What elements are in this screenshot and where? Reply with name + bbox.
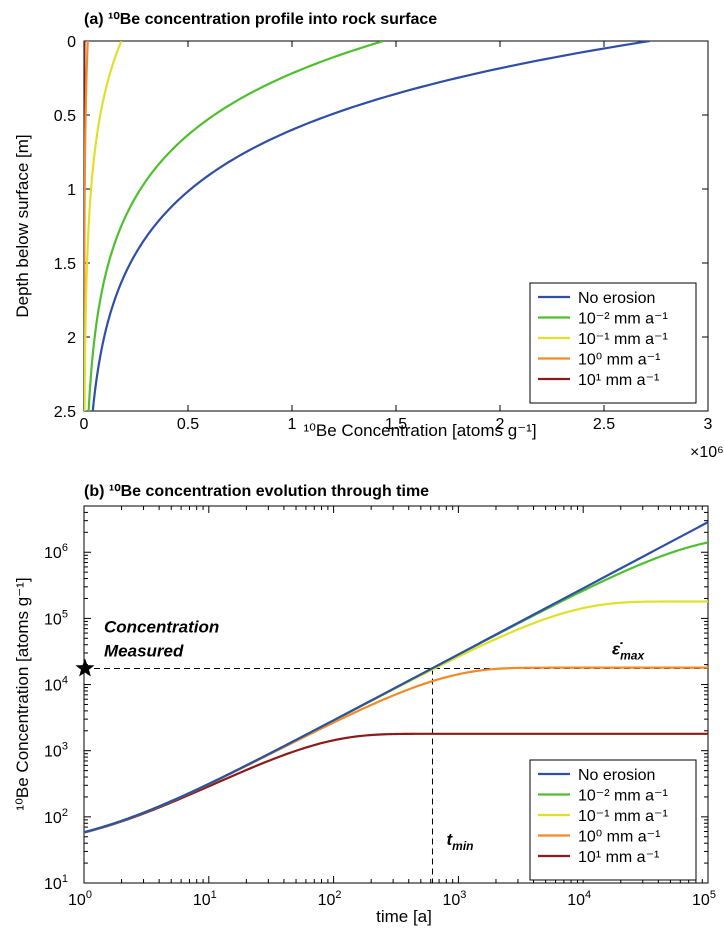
panel-a-ylabel: Depth below surface [m]: [13, 134, 32, 317]
panel-b-legend-label-10-mm-a: 10⁰ mm a⁻¹: [578, 829, 660, 846]
panel-b-ytick-label: 105: [44, 608, 68, 628]
panel-a-ytick-label: 2.5: [54, 404, 76, 421]
panel-a-ytick-label: 1: [67, 182, 76, 199]
panel-a-ytick-label: 0.5: [54, 108, 76, 125]
measured-label-line1: Concentration: [104, 617, 219, 636]
panel-b-title: (b) ¹⁰Be concentration evolution through…: [84, 483, 429, 500]
panel-b-ylabel: ¹⁰Be Concentration [atoms g⁻¹]: [13, 577, 32, 810]
panel-b-legend-label-10-mm-a: 10⁻² mm a⁻¹: [578, 788, 668, 805]
panel-b-xtick-label: 105: [692, 889, 716, 909]
panel-b-xtick-label: 102: [318, 889, 342, 909]
panel-b-xtick-label: 101: [193, 889, 217, 909]
panel-a-ytick-label: 1.5: [54, 256, 76, 273]
panel-b-xtick-label: 100: [68, 889, 92, 909]
panel-a-series-no-erosion: [91, 41, 650, 411]
panel-b-ytick-label: 102: [44, 807, 68, 827]
panel-a-legend-label-10-mm-a: 10⁰ mm a⁻¹: [578, 352, 660, 369]
panel-a-series-10-mm-a: [87, 41, 384, 411]
panel-a-x-multiplier: ×10⁶: [690, 444, 724, 461]
panel-a-title: (a) ¹⁰Be concentration profile into rock…: [84, 11, 437, 28]
panel-a-xtick-label: 3: [704, 416, 713, 433]
panel-a-legend-label-10-mm-a: 10⁻² mm a⁻¹: [578, 311, 668, 328]
panel-a-xtick-label: 0: [80, 416, 89, 433]
panel-a-xtick-label: 2.5: [593, 416, 615, 433]
measured-label-line2: Measured: [104, 641, 184, 660]
panel-b-legend: No erosion 10⁻² mm a⁻¹ 10⁻¹ mm a⁻¹ 10⁰ mm a…: [529, 759, 697, 881]
panel-a-ticks: 0 0.5 1 1.5 2 2.5 3 0 0.5 1 1.5 2 2.5: [54, 34, 713, 433]
panel-b-ytick-label: 101: [44, 873, 68, 893]
panel-a-xtick-label: 0.5: [177, 416, 199, 433]
panel-b-series-no-erosion: [84, 521, 708, 834]
panel-b-evolution: (b) ¹⁰Be concentration evolution through…: [13, 483, 716, 926]
measured-star-icon: [75, 658, 95, 677]
panel-a-series: [84, 41, 650, 411]
panel-b-ytick-label: 106: [44, 542, 68, 562]
t-min-label: tmin: [446, 830, 473, 853]
eps-max-label: ε̇max: [612, 639, 645, 662]
panel-a-xtick-label: 1: [288, 416, 297, 433]
panel-b-series-10-mm-a: [84, 732, 708, 834]
panel-b-xlabel: time [a]: [376, 907, 432, 926]
panel-b-xtick-label: 103: [442, 889, 466, 909]
panel-b-legend-box: [529, 759, 697, 881]
panel-b-ytick-label: 103: [44, 741, 68, 761]
panel-b-ytick-label: 104: [44, 675, 68, 695]
panel-a-legend: No erosion 10⁻² mm a⁻¹ 10⁻¹ mm a⁻¹ 10⁰ mm a…: [529, 282, 697, 404]
panel-b-legend-label-no-erosion: No erosion: [578, 767, 655, 784]
panel-a-xtick-label: 1.5: [385, 416, 407, 433]
panel-a-legend-label-no-erosion: No erosion: [578, 290, 655, 307]
panel-a-ytick-label: 2: [67, 330, 76, 347]
panel-a-xtick-label: 2: [496, 416, 505, 433]
panel-a-legend-label-10-mm-a: 10¹ mm a⁻¹: [578, 372, 659, 389]
panel-b-xtick-label: 104: [567, 889, 591, 909]
panel-a-series-10-mm-a: [84, 41, 123, 411]
panel-b-series: [84, 521, 708, 834]
panel-a-profile: (a) ¹⁰Be concentration profile into rock…: [13, 11, 724, 461]
panel-a-ytick-label: 0: [67, 34, 76, 51]
panel-b-legend-label-10-mm-a: 10¹ mm a⁻¹: [578, 849, 659, 866]
panel-b-legend-label-10-mm-a: 10⁻¹ mm a⁻¹: [578, 808, 668, 825]
panel-a-legend-box: [529, 282, 697, 404]
panel-a-legend-label-10-mm-a: 10⁻¹ mm a⁻¹: [578, 331, 668, 348]
panel-a-xlabel: ¹⁰Be Concentration [atoms g⁻¹]: [303, 421, 536, 440]
